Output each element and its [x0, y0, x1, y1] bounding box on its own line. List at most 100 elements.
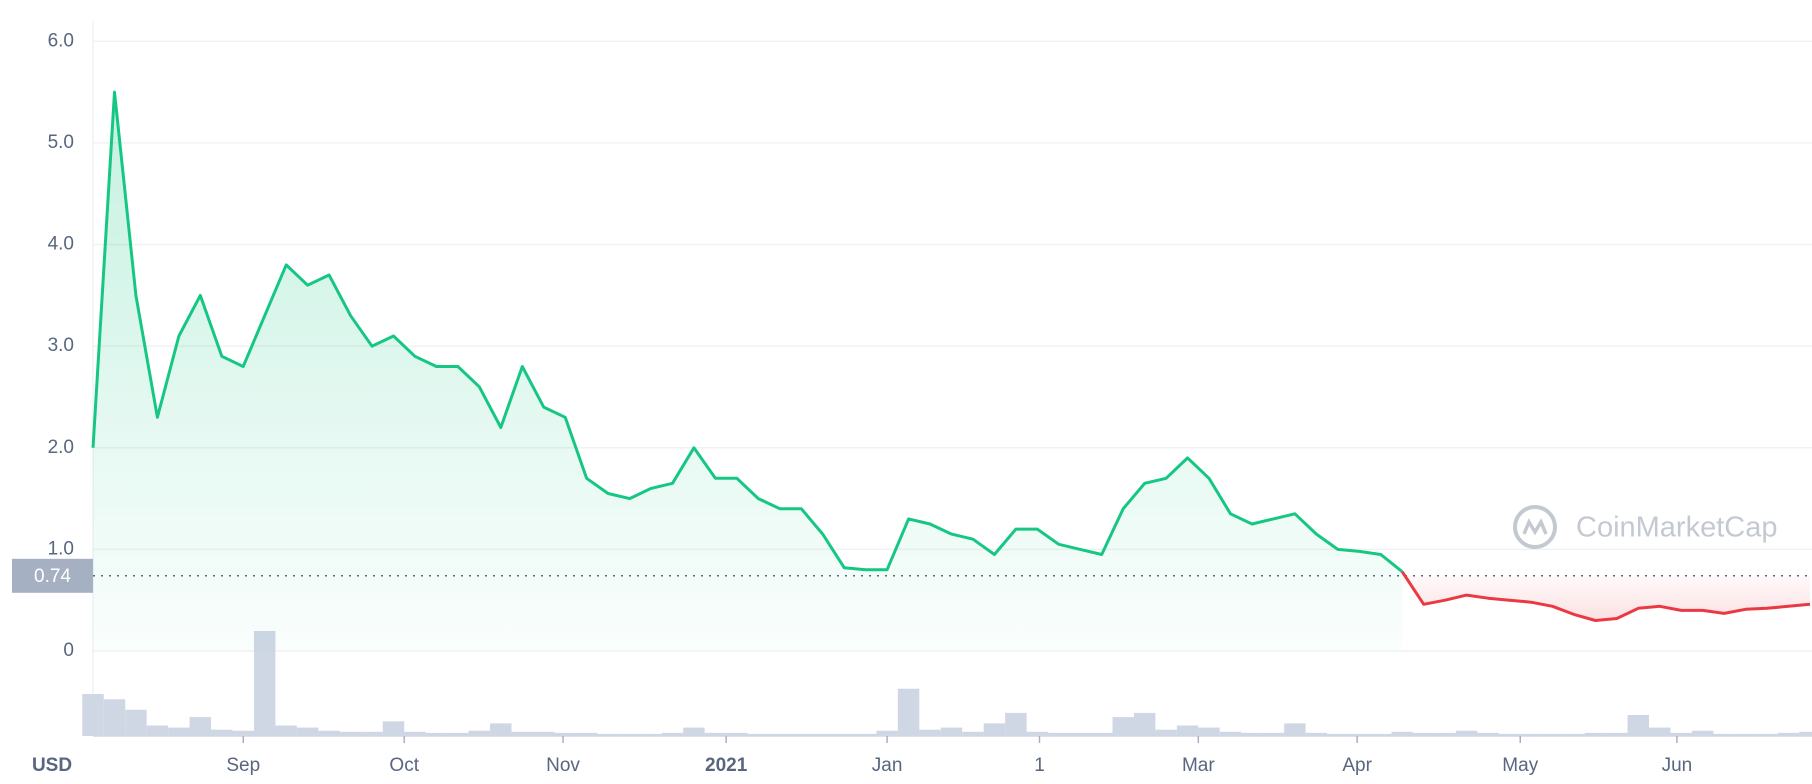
- volume-bar: [1284, 723, 1306, 736]
- volume-bar: [1005, 712, 1027, 736]
- volume-bar: [253, 631, 276, 736]
- volume-bar: [854, 733, 877, 736]
- volume-bar: [1305, 732, 1328, 736]
- watermark-text: CoinMarketCap: [1576, 512, 1777, 544]
- y-tick-label: 6.0: [48, 30, 74, 51]
- volume-bar: [919, 729, 941, 736]
- volume-bar: [769, 733, 791, 736]
- volume-bar: [339, 731, 362, 736]
- volume-bar: [1327, 733, 1349, 736]
- volume-bar: [532, 731, 555, 736]
- volume-bar: [1455, 730, 1478, 736]
- volume-bar: [82, 694, 104, 736]
- volume-bar: [1348, 733, 1371, 736]
- volume-bar: [1649, 727, 1671, 736]
- volume-bar: [1091, 732, 1113, 736]
- volume-bar: [1541, 733, 1564, 736]
- volume-bar: [425, 732, 448, 736]
- price-line: [91, 90, 1404, 573]
- volume-bar: [1048, 732, 1070, 736]
- volume-bar: [1563, 733, 1585, 736]
- volume-bar: [1477, 732, 1499, 736]
- volume-bar: [1198, 727, 1220, 736]
- volume-bar: [1520, 733, 1542, 736]
- volume-bar: [1026, 731, 1049, 736]
- volume-bar: [962, 731, 984, 736]
- x-tick-label: Jun: [1662, 755, 1693, 776]
- volume-bar: [554, 732, 576, 736]
- volume-bar: [811, 733, 834, 736]
- volume-bar: [361, 731, 383, 736]
- x-tick-label: Apr: [1342, 755, 1372, 776]
- volume-bar: [1498, 733, 1521, 736]
- volume-bar: [1584, 732, 1607, 736]
- volume-bar: [640, 733, 662, 736]
- volume-bar: [211, 729, 233, 736]
- y-tick-label: 3.0: [48, 335, 74, 356]
- volume-bar: [168, 727, 190, 736]
- volume-bar: [447, 732, 469, 736]
- volume-bar: [983, 723, 1006, 736]
- x-tick-label: 1: [1034, 755, 1045, 776]
- volume-bar: [833, 733, 855, 736]
- volume-bar: [661, 732, 684, 736]
- x-tick-label: Sep: [226, 755, 260, 776]
- volume-bar: [1241, 732, 1263, 736]
- x-tick-label: Mar: [1182, 755, 1215, 776]
- volume-bar: [1606, 732, 1628, 736]
- volume-bar: [1412, 732, 1435, 736]
- volume-bar: [1777, 732, 1800, 736]
- volume-bar: [704, 732, 727, 736]
- volume-bar: [189, 717, 212, 736]
- volume-bar: [618, 733, 641, 736]
- volume-bar: [1734, 733, 1757, 736]
- volume-bar: [1434, 732, 1456, 736]
- reference-label: 0.74: [34, 566, 71, 587]
- y-tick-label: 2.0: [48, 437, 74, 458]
- area: [1402, 571, 1810, 621]
- volume-bar: [1155, 729, 1177, 736]
- volume-bar: [125, 709, 147, 736]
- price-line: [1400, 570, 1811, 622]
- y-tick-label: 1.0: [48, 538, 74, 559]
- volume-bar: [1756, 733, 1778, 736]
- volume-bar: [940, 727, 963, 736]
- volume-bar: [296, 727, 319, 736]
- reference-box: [12, 558, 93, 593]
- volume-bar: [1670, 732, 1692, 736]
- volume-bar: [597, 733, 619, 736]
- y-tick-label: 4.0: [48, 234, 74, 255]
- volume-bar: [747, 733, 770, 736]
- volume-bar: [790, 733, 812, 736]
- volume-bar: [1069, 732, 1092, 736]
- volume-bar: [575, 732, 598, 736]
- x-tick-label: Nov: [546, 755, 580, 776]
- volume-bar: [1627, 715, 1650, 736]
- volume-bar: [1219, 731, 1242, 736]
- area: [93, 92, 1403, 652]
- volume-bar: [146, 725, 169, 736]
- x-tick-label: Jan: [872, 755, 903, 776]
- volume-bar: [876, 730, 898, 736]
- volume-bar: [1713, 733, 1735, 736]
- volume-bar: [1262, 732, 1285, 736]
- x-tick-label: 2021: [705, 755, 748, 776]
- volume-bar: [1691, 730, 1714, 736]
- volume-bar: [511, 731, 533, 736]
- volume-bar: [275, 725, 297, 736]
- volume-bar: [897, 688, 920, 736]
- volume-bar: [1133, 712, 1156, 736]
- volume-bar: [490, 723, 512, 736]
- y-tick-label: 5.0: [48, 132, 74, 153]
- volume-bar: [103, 699, 126, 736]
- volume-bar: [318, 730, 340, 736]
- volume-bar: [726, 732, 748, 736]
- volume-bar: [382, 721, 405, 736]
- watermark: CoinMarketCap: [1513, 505, 1777, 549]
- volume-bar: [683, 727, 705, 736]
- volume-bar: [404, 731, 426, 736]
- y-tick-label: 0: [63, 640, 74, 661]
- volume-bar: [1799, 731, 1812, 736]
- volume-bar: [1112, 717, 1134, 736]
